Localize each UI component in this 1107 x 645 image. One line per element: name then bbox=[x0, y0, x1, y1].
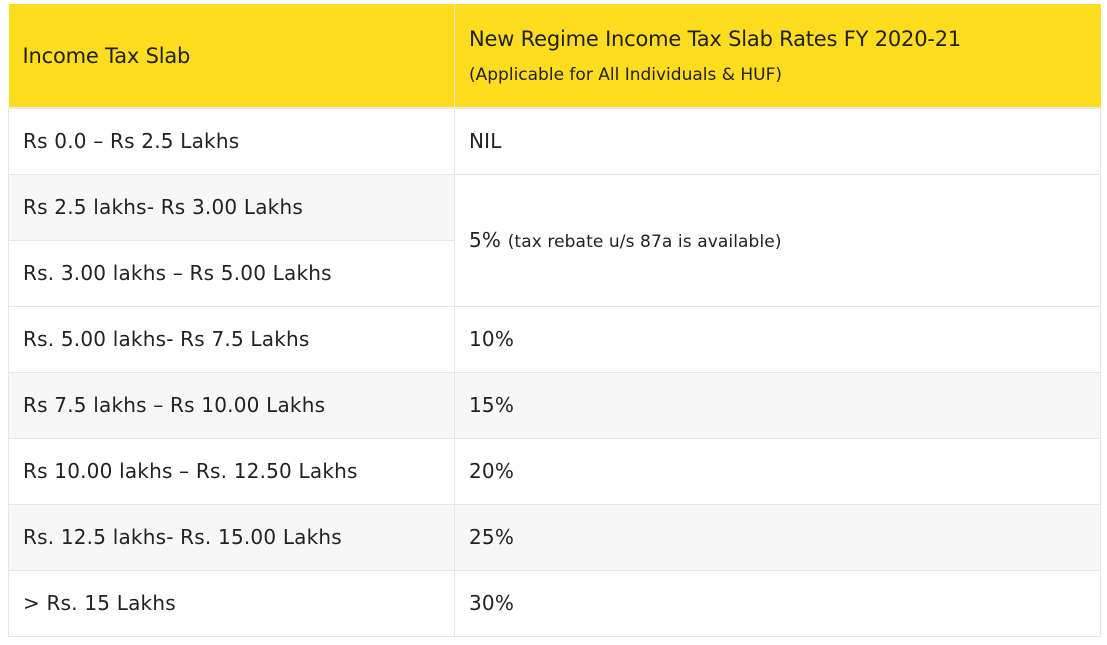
rate-cell: 25% bbox=[454, 504, 1101, 571]
table-row: Rs. 12.5 lakhs- Rs. 15.00 Lakhs 25% bbox=[8, 504, 1101, 571]
slab-cell: Rs 2.5 lakhs- Rs 3.00 Lakhs bbox=[8, 174, 455, 241]
header-income-tax-slab: Income Tax Slab bbox=[8, 4, 455, 109]
rate-note: (tax rebate u/s 87a is available) bbox=[507, 232, 782, 252]
slab-cell: Rs 0.0 – Rs 2.5 Lakhs bbox=[8, 108, 455, 175]
table-row: Rs 2.5 lakhs- Rs 3.00 Lakhs 5% (tax reba… bbox=[8, 174, 1101, 307]
slab-cell: Rs 10.00 lakhs – Rs. 12.50 Lakhs bbox=[8, 438, 455, 505]
table-row: Rs 10.00 lakhs – Rs. 12.50 Lakhs 20% bbox=[8, 438, 1101, 505]
table-row: Rs 0.0 – Rs 2.5 Lakhs NIL bbox=[8, 108, 1101, 175]
rate-cell: 20% bbox=[454, 438, 1101, 505]
rate-cell: 10% bbox=[454, 306, 1101, 373]
table-body: Rs 0.0 – Rs 2.5 Lakhs NIL Rs 2.5 lakhs- … bbox=[8, 108, 1101, 637]
header-rate-subtitle: (Applicable for All Individuals & HUF) bbox=[469, 64, 783, 85]
header-row: Income Tax Slab New Regime Income Tax Sl… bbox=[8, 4, 1101, 109]
rate-cell: 15% bbox=[454, 372, 1101, 439]
rate-cell: NIL bbox=[454, 108, 1101, 175]
table-row: Rs. 3.00 lakhs – Rs 5.00 Lakhs bbox=[8, 240, 1101, 307]
slab-cell: Rs. 3.00 lakhs – Rs 5.00 Lakhs bbox=[8, 240, 455, 307]
table-row: > Rs. 15 Lakhs 30% bbox=[8, 570, 1101, 637]
rate-cell: 30% bbox=[454, 570, 1101, 637]
table-row: Rs. 5.00 lakhs- Rs 7.5 Lakhs 10% bbox=[8, 306, 1101, 373]
header-slab-label: Income Tax Slab bbox=[22, 43, 191, 68]
tax-slab-table: Income Tax Slab New Regime Income Tax Sl… bbox=[8, 4, 1101, 637]
table-header: Income Tax Slab New Regime Income Tax Sl… bbox=[8, 4, 1101, 109]
tax-slab-table-container: Income Tax Slab New Regime Income Tax Sl… bbox=[8, 4, 1101, 637]
slab-cell: Rs. 5.00 lakhs- Rs 7.5 Lakhs bbox=[8, 306, 455, 373]
slab-cell: Rs. 12.5 lakhs- Rs. 15.00 Lakhs bbox=[8, 504, 455, 571]
rate-cell-merged: 5% (tax rebate u/s 87a is available) bbox=[454, 174, 1101, 307]
header-tax-rate: New Regime Income Tax Slab Rates FY 2020… bbox=[454, 4, 1101, 109]
slab-cell: > Rs. 15 Lakhs bbox=[8, 570, 455, 637]
slab-cell: Rs 7.5 lakhs – Rs 10.00 Lakhs bbox=[8, 372, 455, 439]
rate-value: 5% bbox=[469, 228, 502, 252]
header-rate-title: New Regime Income Tax Slab Rates FY 2020… bbox=[469, 26, 962, 51]
table-row: Rs 7.5 lakhs – Rs 10.00 Lakhs 15% bbox=[8, 372, 1101, 439]
